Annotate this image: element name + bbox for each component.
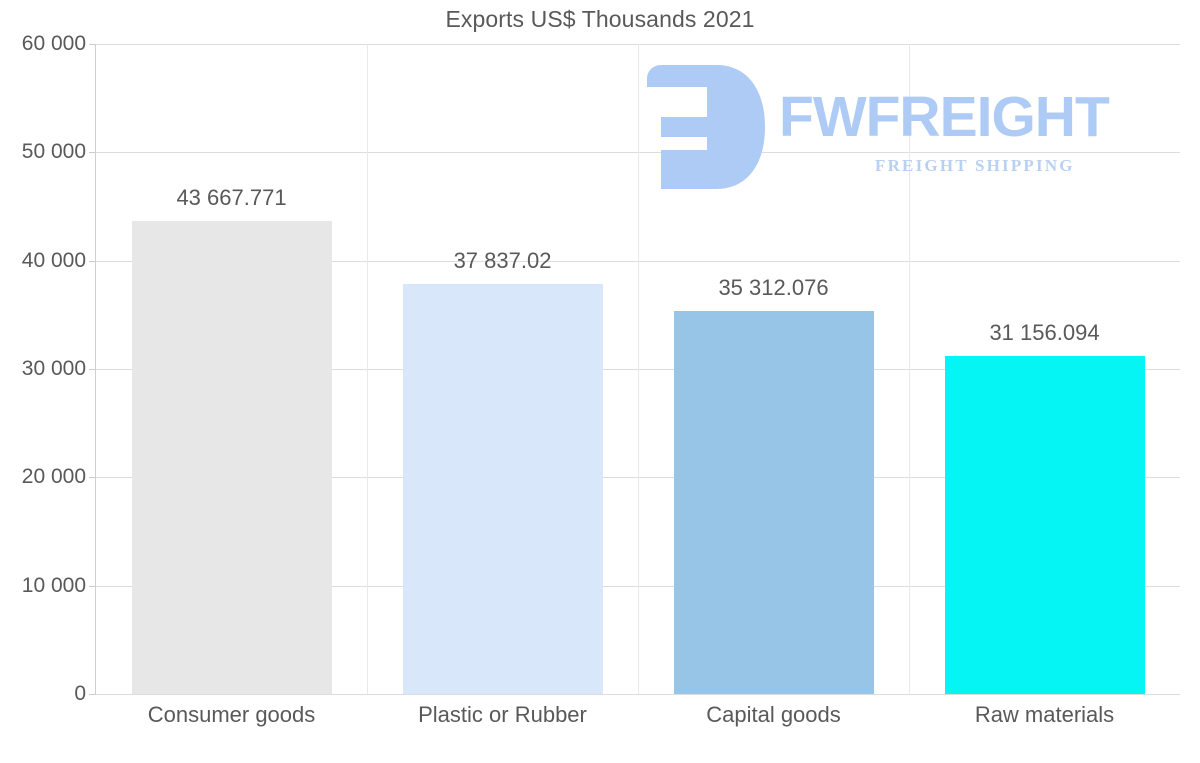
y-axis-tick-label: 0 (74, 682, 86, 705)
chart-title: Exports US$ Thousands 2021 (445, 6, 755, 32)
y-axis-tick-mark (89, 369, 96, 370)
x-axis-category-label: Plastic or Rubber (418, 702, 587, 727)
bar[interactable] (673, 311, 874, 694)
bar-value-label: 31 156.094 (989, 320, 1100, 346)
bar[interactable] (402, 284, 603, 694)
bar-value-label: 37 837.02 (453, 248, 552, 274)
y-axis-tick-label: 30 000 (21, 357, 86, 380)
y-axis-tick-mark (89, 585, 96, 587)
plot-area: 43 667.771 37 837.02 35 312.076 31 156.094 (95, 44, 1180, 695)
y-axis-tick-label: 60 000 (21, 32, 86, 55)
y-axis-tick-label: 10 000 (21, 573, 86, 597)
y-axis-tick-label: 50 000 (21, 140, 86, 164)
gridline-vertical (638, 44, 639, 694)
x-axis-category-label: Raw materials (974, 702, 1115, 727)
y-axis-tick-mark (89, 152, 96, 154)
x-axis-category-label: Capital goods (706, 702, 841, 727)
y-axis-tick-label: 40 000 (21, 248, 86, 272)
bar-value-label: 43 667.771 (176, 184, 287, 210)
x-axis-category-label: Consumer goods (147, 702, 316, 727)
y-axis-tick-mark (89, 694, 96, 695)
y-axis-tick-mark (89, 477, 96, 479)
y-axis-tick-label: 20 000 (21, 465, 86, 489)
bar-value-label: 35 312.076 (718, 275, 829, 301)
bar[interactable] (131, 220, 332, 694)
y-axis-tick-mark (89, 44, 96, 45)
gridline-vertical (909, 44, 910, 694)
bar[interactable] (944, 356, 1145, 694)
y-axis-tick-mark (89, 260, 96, 262)
y-axis-line (95, 44, 96, 695)
gridline-vertical (367, 44, 368, 694)
gridline-horizontal (96, 694, 1180, 695)
